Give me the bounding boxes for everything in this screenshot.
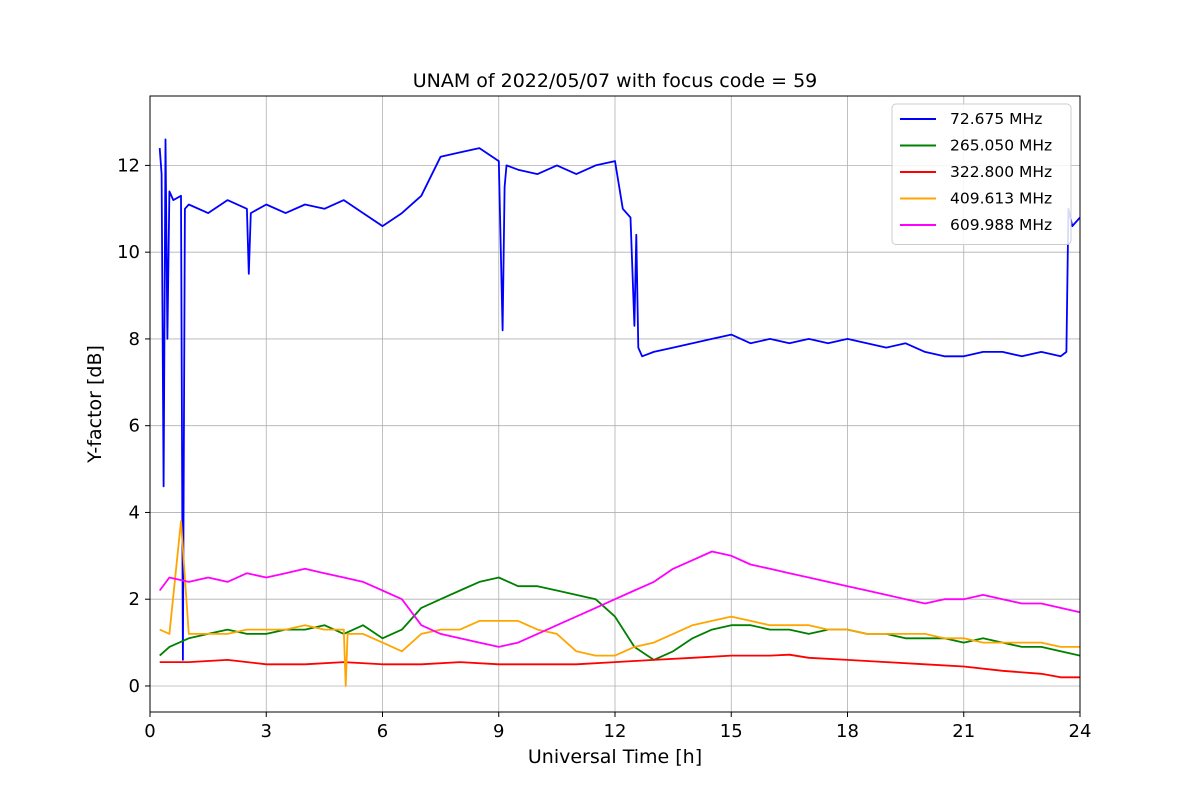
y-axis-label: Y-factor [dB]: [84, 345, 106, 464]
y-tick-label: 8: [129, 329, 140, 350]
x-axis-ticks: 0 3 6 9 12 15 18 21 24: [144, 712, 1091, 742]
y-tick-label: 2: [129, 589, 140, 610]
y-tick-label: 4: [129, 502, 140, 523]
x-tick-label: 6: [377, 721, 388, 742]
legend-label: 409.613 MHz: [950, 190, 1052, 208]
x-tick-label: 18: [836, 721, 859, 742]
x-tick-label: 21: [952, 721, 975, 742]
legend-label: 72.675 MHz: [950, 110, 1042, 128]
legend-label: 265.050 MHz: [950, 137, 1052, 155]
series-line-3: [159, 520, 1080, 687]
y-axis-ticks: 0 2 4 6 8 10 12: [117, 155, 150, 697]
legend-label: 322.800 MHz: [950, 163, 1052, 181]
y-tick-label: 0: [129, 676, 140, 697]
legend-label: 609.988 MHz: [950, 216, 1052, 234]
y-tick-label: 6: [129, 416, 140, 437]
series-line-4: [158, 550, 1081, 648]
x-axis-label: Universal Time [h]: [528, 746, 702, 768]
legend: 72.675 MHz 265.050 MHz 322.800 MHz 409.613 …: [891, 103, 1072, 245]
y-tick-label: 12: [117, 155, 140, 176]
x-tick-label: 3: [261, 721, 272, 742]
y-tick-label: 10: [117, 242, 140, 263]
x-tick-label: 15: [720, 721, 743, 742]
x-tick-label: 0: [144, 721, 155, 742]
series-lines: [158, 138, 1081, 687]
x-tick-label: 24: [1069, 721, 1092, 742]
x-tick-label: 9: [493, 721, 504, 742]
grid: [149, 96, 1081, 712]
x-tick-label: 12: [604, 721, 627, 742]
legend-box: [891, 103, 1072, 245]
series-line-0: [158, 138, 1081, 661]
series-line-2: [159, 653, 1080, 679]
chart-title: UNAM of 2022/05/07 with focus code = 59: [413, 70, 818, 92]
series-line-1: [159, 576, 1081, 661]
